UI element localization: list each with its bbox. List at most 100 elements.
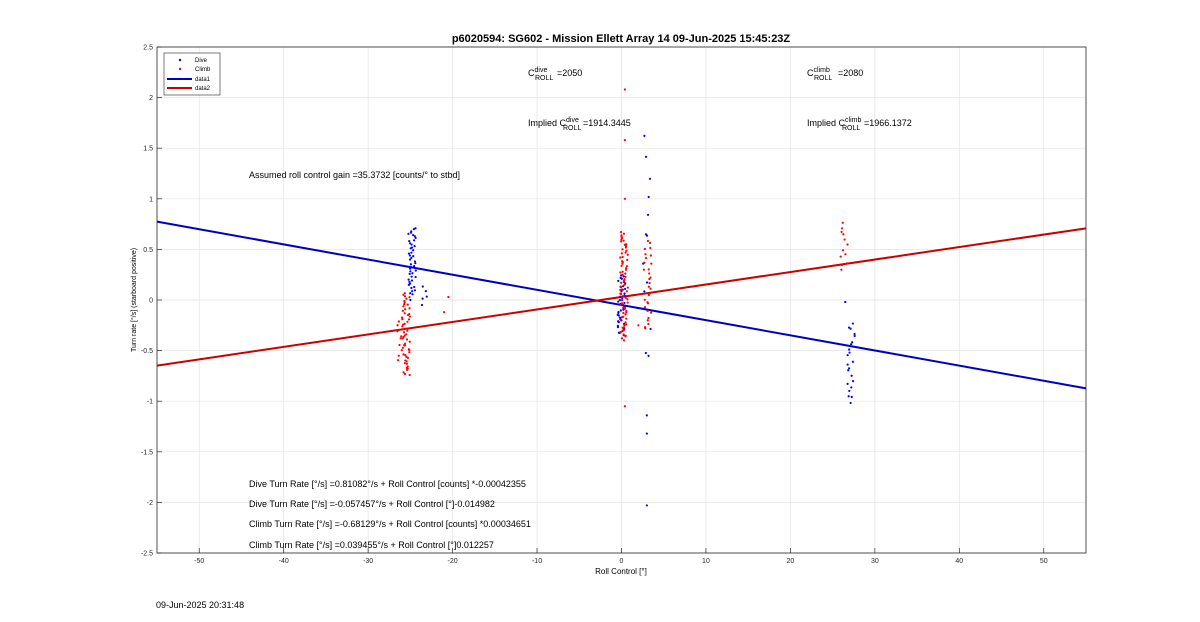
climb-point xyxy=(844,253,847,256)
climb-point xyxy=(625,243,628,246)
x-tick-label: -20 xyxy=(448,558,458,565)
climb-degrees-equation: Climb Turn Rate [°/s] =0.039455°/s + Rol… xyxy=(249,540,494,550)
climb-point xyxy=(404,354,407,357)
climb-point xyxy=(397,320,400,323)
dive-point xyxy=(408,267,412,270)
climb-point xyxy=(644,257,648,260)
dive-point xyxy=(421,297,424,300)
x-tick-label: 0 xyxy=(620,558,624,565)
y-tick-label: 2.5 xyxy=(143,45,153,52)
climb-point xyxy=(622,305,625,308)
dive-point xyxy=(409,270,412,273)
dive-point xyxy=(410,230,413,233)
implied-c-roll-dive-annotation: Implied Cdive ROLL=1914.3445 xyxy=(528,117,631,132)
dive-point xyxy=(414,275,417,279)
dive-point xyxy=(644,155,648,158)
climb-point xyxy=(626,286,629,289)
climb-point xyxy=(620,240,623,243)
dive-point xyxy=(851,341,854,344)
climb-point xyxy=(403,292,406,295)
climb-point xyxy=(623,139,626,142)
dive-point xyxy=(848,367,851,370)
climb-point xyxy=(648,272,651,275)
dive-point xyxy=(410,256,413,259)
climb-point xyxy=(404,308,407,311)
climb-point xyxy=(845,262,848,265)
y-tick-label: -2.5 xyxy=(141,551,153,558)
climb-point xyxy=(649,246,652,250)
axis-ticks: -50 -40 -30 -20 -10 0 10 20 30 40 50-2.5-2-1.5-1-0… xyxy=(141,45,1048,566)
climb-point xyxy=(647,268,650,271)
climb-point xyxy=(620,337,624,340)
climb-point xyxy=(408,296,411,299)
climb-point xyxy=(626,258,629,261)
climb-point xyxy=(622,311,625,315)
climb-point xyxy=(625,265,629,268)
climb-point xyxy=(622,294,625,297)
climb-point xyxy=(841,249,845,252)
climb-point xyxy=(399,337,402,340)
climb-point xyxy=(624,275,627,278)
climb-point xyxy=(643,261,646,264)
dive-point xyxy=(413,289,417,292)
climb-point xyxy=(841,221,844,224)
legend-data2-label: data2 xyxy=(195,86,211,92)
climb-point xyxy=(622,315,625,318)
legend-climb-label: Climb xyxy=(195,67,211,73)
climb-point xyxy=(620,288,623,291)
x-tick-label: 40 xyxy=(955,558,963,565)
climb-point xyxy=(839,255,842,258)
legend-dive-label: Dive xyxy=(195,58,208,64)
dive-point xyxy=(410,246,414,249)
dive-point xyxy=(409,292,412,295)
climb-point xyxy=(401,309,404,312)
dive-point xyxy=(849,401,852,405)
dive-point xyxy=(407,232,410,235)
climb-point xyxy=(401,325,404,328)
climb-point xyxy=(400,349,403,352)
climb-point xyxy=(621,299,624,302)
climb-point xyxy=(626,298,629,301)
dive-point xyxy=(407,278,410,281)
climb-point xyxy=(646,301,649,304)
climb-point xyxy=(619,256,622,259)
dive-point xyxy=(850,343,853,346)
climb-point xyxy=(648,241,652,244)
climb-point xyxy=(443,311,446,314)
climb-point xyxy=(650,311,653,314)
climb-point xyxy=(649,254,652,257)
legend-climb-marker xyxy=(178,67,182,71)
climb-point xyxy=(623,88,626,91)
dive-point xyxy=(411,293,414,296)
climb-point xyxy=(620,252,623,255)
dive-point xyxy=(619,309,622,312)
climb-point xyxy=(402,335,405,339)
c-roll-climb-annotation: Cclimb ROLL=2080 xyxy=(807,67,863,82)
climb-point xyxy=(843,238,846,241)
climb-point xyxy=(649,287,652,290)
dive-point xyxy=(616,320,620,323)
dive-point xyxy=(645,504,648,507)
climb-point xyxy=(643,306,647,309)
climb-point xyxy=(626,301,629,304)
dive-point xyxy=(413,260,417,263)
dive-point xyxy=(621,285,625,288)
climb-point xyxy=(650,262,653,265)
dive-point xyxy=(413,285,416,289)
dive-point xyxy=(617,331,620,334)
climb-point xyxy=(624,334,627,337)
climb-point xyxy=(396,359,400,362)
climb-point xyxy=(406,365,409,368)
climb-point xyxy=(842,233,845,236)
climb-point xyxy=(407,348,411,351)
dive-point xyxy=(847,326,851,329)
dive-point xyxy=(648,177,652,180)
dive-point xyxy=(644,233,648,236)
dive-point xyxy=(617,279,620,282)
c-roll-dive-annotation: Cdive ROLL=2050 xyxy=(528,67,582,82)
y-tick-label: -2 xyxy=(147,500,153,507)
x-tick-label: -50 xyxy=(194,558,204,565)
climb-point xyxy=(402,371,405,374)
climb-point xyxy=(644,326,647,329)
dive-point xyxy=(408,254,412,257)
